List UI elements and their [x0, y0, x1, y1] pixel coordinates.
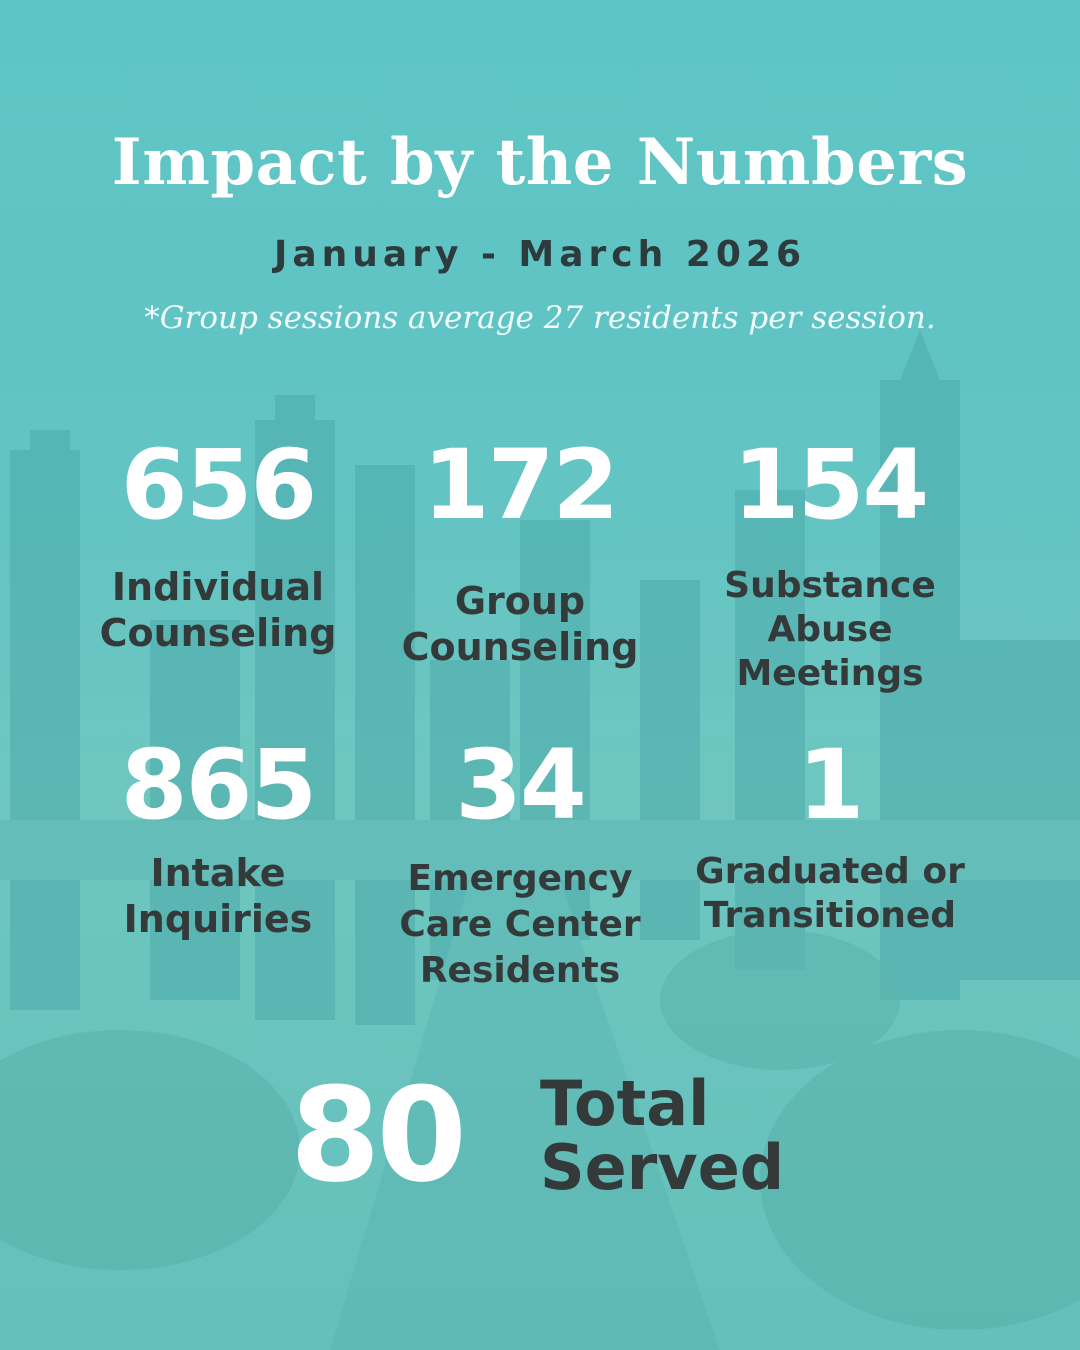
stat-value: 865 [120, 729, 317, 841]
total-label: Total Served [540, 1067, 785, 1204]
stat-label: Individual Counseling [99, 565, 337, 655]
stat-value: 154 [732, 429, 929, 541]
stat-label: Graduated or Transitioned [695, 851, 965, 936]
stat-value: 34 [455, 729, 587, 841]
stat-intake-inquiries: 865 Intake Inquiries [58, 730, 378, 942]
total-served: 80 Total Served [290, 1060, 810, 1210]
stat-individual-counseling: 656 Individual Counseling [58, 430, 378, 656]
stat-label: Substance Abuse Meetings [724, 565, 936, 694]
date-range: January - March 2026 [273, 234, 807, 275]
stat-label: Group Counseling [401, 579, 639, 669]
stat-value: 172 [422, 429, 619, 541]
stat-value: 656 [120, 429, 317, 541]
stat-substance-abuse-meetings: 154 Substance Abuse Meetings [670, 430, 990, 696]
stat-emergency-care-center-residents: 34 Emergency Care Center Residents [360, 730, 680, 994]
total-value: 80 [290, 1059, 467, 1211]
stat-value: 1 [797, 729, 865, 841]
stat-group-counseling: 172 Group Counseling [360, 430, 680, 670]
page-title: Impact by the Numbers [111, 125, 969, 200]
stat-label: Emergency Care Center Residents [399, 858, 641, 991]
footnote: *Group sessions average 27 residents per… [144, 300, 936, 336]
stat-label: Intake Inquiries [123, 851, 313, 941]
stat-graduated-or-transitioned: 1 Graduated or Transitioned [670, 730, 990, 938]
